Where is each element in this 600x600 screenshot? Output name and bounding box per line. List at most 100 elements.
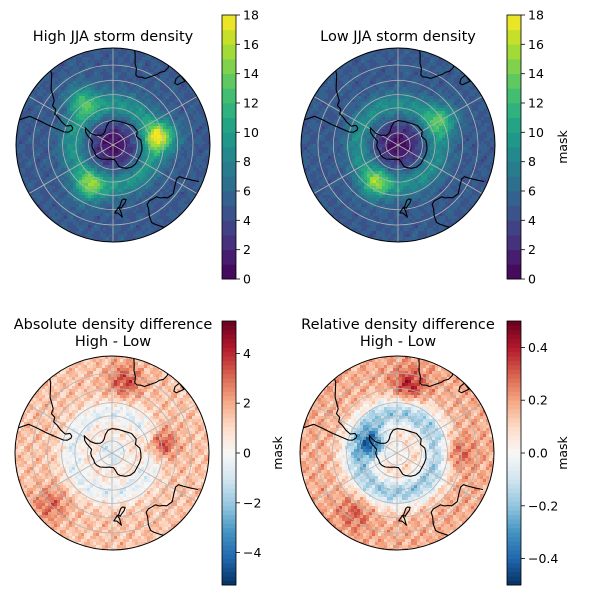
colorbar-segment <box>507 73 521 89</box>
colorbar-segment <box>222 103 236 119</box>
madagascar-coastline <box>459 74 471 86</box>
colorbar-segment <box>507 391 521 397</box>
africa-coastline <box>419 50 455 80</box>
colorbar-segment <box>507 117 521 133</box>
colorbar-segment <box>222 264 236 280</box>
map-boundary <box>300 47 496 243</box>
colorbar-segment <box>222 435 236 441</box>
colorbar-segment <box>507 536 521 542</box>
colorbar-segment <box>222 549 236 555</box>
australia-coastline <box>146 176 200 228</box>
colorbar-segment <box>222 523 236 529</box>
colorbar-segment <box>507 15 521 31</box>
colorbar-2: −4 −2 0 2 4 mask <box>221 320 285 586</box>
colorbar-segment <box>507 88 521 104</box>
coastlines <box>303 358 484 536</box>
colorbar-segment <box>507 417 521 423</box>
colorbar-tick-label: 14 <box>243 66 259 81</box>
africa-coastline <box>133 358 169 388</box>
new-zealand-coastline <box>118 198 127 209</box>
colorbar-segment <box>507 431 521 436</box>
colorbar-segment <box>222 510 236 515</box>
south-america-coastline <box>304 70 359 133</box>
colorbar-segment <box>507 501 521 507</box>
colorbar-segment <box>222 466 236 471</box>
colorbar-segment <box>507 347 521 353</box>
colorbar-segment <box>222 378 236 383</box>
colorbar-segment <box>222 347 236 353</box>
colorbar-segment <box>507 549 521 555</box>
colorbar-segment <box>507 220 521 236</box>
colorbar-segment <box>507 576 521 581</box>
colorbar-tick-label: 0.0 <box>528 446 548 461</box>
panel-title-1: Low JJA storm density <box>287 29 509 46</box>
colorbar-tick-label: 18 <box>528 8 544 23</box>
colorbar-segment <box>507 532 521 537</box>
colorbar-segment <box>222 453 236 458</box>
australia-coastline <box>145 484 199 536</box>
colorbar-segment <box>222 492 236 498</box>
colorbar-segment <box>222 404 236 410</box>
colorbar-tick-label: 2 <box>243 242 251 257</box>
colorbar-segment <box>507 338 521 344</box>
colorbar-segment <box>507 461 521 467</box>
colorbar-tick-label: 0 <box>243 272 251 287</box>
colorbar-segment <box>222 505 236 511</box>
antarctica-coastline <box>84 120 143 169</box>
colorbar-segment <box>507 382 521 388</box>
colorbar-segment <box>507 329 521 335</box>
africa-coastline <box>418 358 454 388</box>
colorbar-segment <box>507 554 521 559</box>
colorbar-segment <box>222 417 236 423</box>
colorbar-segment <box>507 409 521 414</box>
colorbar-segment <box>222 191 236 207</box>
colorbar-segment <box>507 325 521 331</box>
colorbar-segment <box>222 514 236 520</box>
colorbar-segment <box>222 391 236 397</box>
colorbar-segment <box>507 235 521 251</box>
colorbar-segment <box>222 567 236 573</box>
colorbar-tick-label: 10 <box>528 125 544 140</box>
colorbar-segment <box>507 453 521 458</box>
colorbar-segment <box>222 387 236 392</box>
colorbar-segment <box>222 444 236 449</box>
colorbar-segment <box>222 176 236 192</box>
colorbar-segment <box>222 488 236 493</box>
colorbar-segment <box>507 457 521 463</box>
colorbar-label: mask <box>555 435 570 469</box>
colorbar-1: 0 2 4 6 8 10 12 14 16 18 mask <box>506 8 570 287</box>
colorbar-segment <box>507 492 521 498</box>
colorbar-segment <box>222 409 236 414</box>
new-zealand-coastline <box>402 506 411 517</box>
new-zealand-coastline <box>399 206 408 218</box>
colorbar-segment <box>507 497 521 502</box>
map-panel-3 <box>299 355 495 551</box>
colorbar-frame <box>221 14 237 280</box>
africa-coastline <box>134 50 170 80</box>
colorbar-segment <box>507 466 521 471</box>
colorbar-tick-label: 0 <box>243 446 251 461</box>
madagascar-coastline <box>458 382 470 394</box>
colorbar-segment <box>507 365 521 370</box>
colorbar-segment <box>222 329 236 335</box>
colorbar-segment <box>507 580 521 586</box>
coastlines <box>304 50 485 228</box>
colorbar-segment <box>222 73 236 89</box>
colorbar-segment <box>507 29 521 45</box>
colorbar-segment <box>222 235 236 251</box>
colorbar-segment <box>507 249 521 265</box>
colorbar-segment <box>222 457 236 463</box>
panel-title-3: Relative density difference High - Low <box>287 317 509 351</box>
colorbar-segment <box>222 426 236 432</box>
colorbar-tick-label: 18 <box>243 8 259 23</box>
colorbar-tick-label: −0.2 <box>528 498 558 513</box>
colorbar-segment <box>222 15 236 31</box>
colorbar-tick-label: 4 <box>528 213 536 228</box>
colorbar-tick-label: 4 <box>243 346 251 361</box>
colorbar-tick-label: 0 <box>528 272 536 287</box>
colorbar-tick-label: 14 <box>528 66 544 81</box>
colorbar-segment <box>222 249 236 265</box>
colorbar-segment <box>222 571 236 577</box>
new-zealand-coastline <box>403 198 412 209</box>
